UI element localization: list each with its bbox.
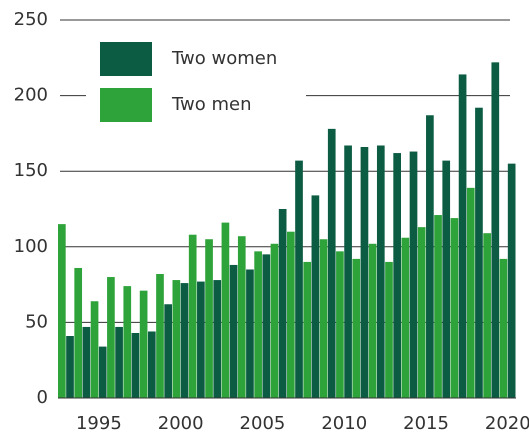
- x-tick-label: 2010: [321, 413, 367, 434]
- bar: [139, 290, 148, 398]
- bar: [499, 258, 508, 398]
- bar: [131, 332, 140, 398]
- bar: [344, 145, 352, 398]
- bar: [483, 233, 491, 398]
- bar: [311, 195, 320, 398]
- bar: [475, 107, 483, 399]
- bar: [360, 147, 369, 398]
- bar: [491, 62, 500, 398]
- legend-label: Two women: [171, 48, 277, 69]
- bar: [409, 151, 418, 398]
- bar: [180, 283, 189, 398]
- bar: [58, 224, 66, 398]
- bar: [188, 234, 197, 398]
- bar: [393, 153, 401, 398]
- bar: [205, 239, 213, 398]
- bar: [66, 336, 74, 398]
- bar: [434, 215, 442, 398]
- y-tick-label: 200: [14, 85, 48, 106]
- x-tick-label: 2005: [240, 413, 286, 434]
- bar: [303, 261, 312, 398]
- bar: [336, 251, 344, 398]
- bar: [426, 115, 434, 399]
- bar: [352, 258, 361, 398]
- legend-swatch: [100, 42, 152, 76]
- bar: [295, 160, 303, 398]
- bar: [368, 243, 377, 398]
- bar: [98, 346, 107, 398]
- bar: [376, 145, 385, 398]
- bar: [123, 286, 132, 398]
- bar: [107, 277, 115, 398]
- y-tick-label: 50: [25, 311, 48, 332]
- legend-swatch: [100, 88, 152, 122]
- bar: [254, 251, 262, 398]
- bar: [287, 231, 295, 398]
- bar: [164, 304, 172, 398]
- bar: [156, 274, 164, 398]
- bar: [401, 237, 410, 398]
- bar: [213, 280, 222, 398]
- y-tick-label: 100: [14, 236, 48, 257]
- bar: [82, 326, 91, 398]
- bar: [172, 280, 181, 398]
- y-tick-label: 150: [14, 160, 48, 181]
- bar: [197, 281, 205, 398]
- bar: [385, 261, 393, 398]
- bar: [115, 326, 123, 398]
- x-tick-label: 2000: [158, 413, 204, 434]
- bar: [450, 218, 459, 398]
- legend-label: Two men: [171, 94, 252, 115]
- bar: [507, 163, 516, 398]
- bar: [442, 160, 451, 398]
- bar: [147, 331, 156, 398]
- bar: [270, 243, 279, 398]
- y-tick-label: 0: [37, 387, 48, 408]
- bar: [229, 264, 238, 398]
- bar: [417, 227, 426, 398]
- bar: [74, 267, 83, 398]
- bar: [262, 254, 271, 398]
- bar: [278, 209, 287, 398]
- bar: [458, 74, 467, 398]
- bar: [221, 222, 230, 398]
- x-tick-label: 2020: [485, 413, 529, 434]
- bar: [466, 187, 475, 398]
- y-tick-label: 250: [14, 9, 48, 30]
- bar: [90, 301, 99, 398]
- bar: [246, 269, 254, 398]
- bar: [237, 236, 246, 398]
- x-tick-label: 2015: [403, 413, 449, 434]
- bar: [327, 128, 336, 398]
- bar: [319, 239, 328, 398]
- x-tick-label: 1995: [76, 413, 122, 434]
